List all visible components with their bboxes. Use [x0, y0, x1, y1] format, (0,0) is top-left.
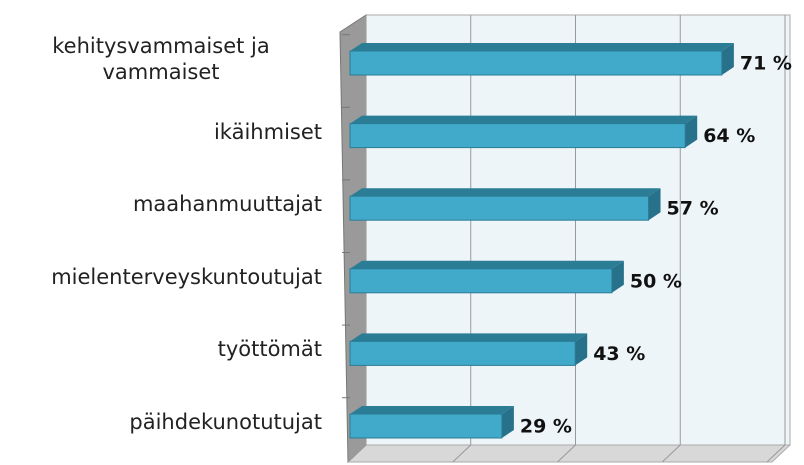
category-label: maahanmuuttajat — [0, 191, 322, 217]
bar-end — [648, 188, 661, 221]
bar-end — [685, 115, 698, 148]
bar-top — [350, 333, 588, 342]
bar-top — [350, 188, 661, 197]
bar-top — [350, 115, 698, 124]
bar-top — [350, 406, 514, 414]
bar-top — [350, 260, 624, 269]
bar — [349, 340, 576, 366]
bar — [349, 50, 723, 76]
bar — [349, 413, 503, 439]
floor — [346, 444, 792, 463]
value-label: 43 % — [593, 343, 645, 365]
category-text: päihdekunotutujat — [129, 410, 322, 434]
category-label: päihdekunotutujat — [0, 409, 322, 435]
bar-end — [575, 333, 588, 366]
side-wall — [339, 14, 367, 464]
bar — [349, 195, 650, 221]
category-text: kehitysvammaiset ja vammaiset — [52, 34, 270, 84]
bar — [349, 268, 613, 294]
category-text: mielenterveyskuntoutujat — [51, 264, 322, 289]
value-label: 64 % — [703, 125, 755, 147]
category-label: mielenterveyskuntoutujat — [0, 264, 322, 290]
category-label: kehitysvammaiset ja vammaiset — [0, 33, 322, 85]
category-text: ikäihmiset — [213, 119, 322, 144]
value-label: 71 % — [740, 53, 792, 75]
value-label: 50 % — [630, 270, 682, 292]
grid-line — [347, 444, 367, 463]
grid-line — [557, 444, 576, 463]
bar-end — [721, 43, 734, 75]
back-wall — [365, 14, 791, 446]
value-label: 29 % — [520, 416, 572, 438]
category-text: työttömät — [217, 337, 322, 362]
bar-end — [501, 406, 514, 438]
grid-line — [766, 444, 786, 463]
bar-top — [350, 43, 734, 51]
grid-line — [661, 444, 681, 463]
value-label: 57 % — [667, 198, 719, 220]
category-label: työttömät — [0, 336, 322, 362]
grid-line — [452, 444, 472, 463]
bar-end — [611, 260, 624, 293]
category-text: maahanmuuttajat — [132, 192, 322, 217]
bar — [349, 123, 686, 149]
category-label: ikäihmiset — [0, 119, 322, 145]
